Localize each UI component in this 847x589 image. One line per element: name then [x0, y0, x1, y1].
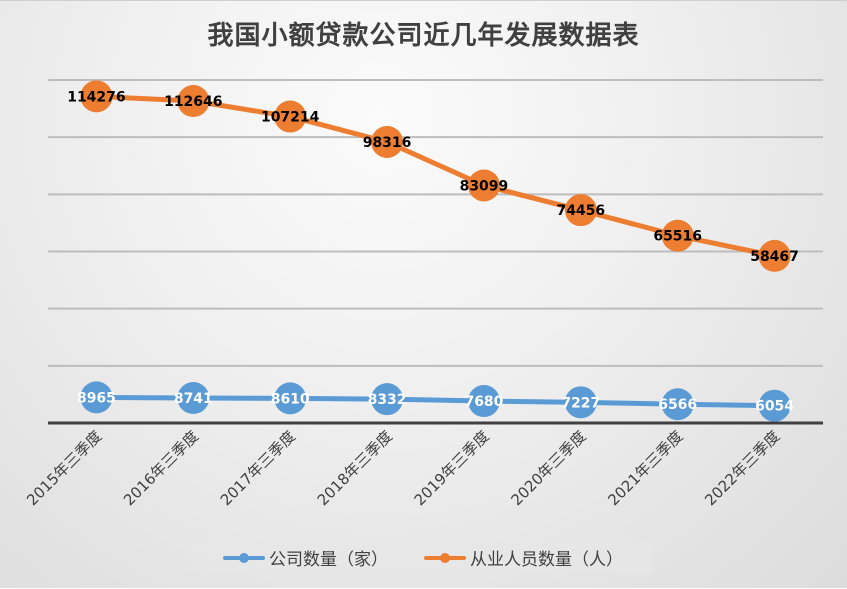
x-tick-label: 2020年三季度	[507, 427, 589, 509]
line-marker-icon	[223, 552, 265, 564]
legend-label: 公司数量（家）	[269, 550, 388, 570]
data-label: 83099	[460, 178, 509, 194]
data-label: 65516	[653, 229, 702, 245]
data-point-marker	[274, 100, 307, 133]
data-point-marker	[371, 383, 404, 416]
chart-legend: 公司数量（家） 从业人员数量（人）	[193, 541, 653, 574]
data-point-marker	[661, 388, 694, 421]
data-point-marker	[177, 382, 210, 415]
data-point-marker	[564, 386, 597, 419]
data-label: 7227	[561, 395, 600, 411]
line-marker-icon	[424, 552, 466, 564]
x-tick-label: 2016年三季度	[120, 427, 202, 509]
data-point-marker	[467, 169, 500, 202]
x-tick-label: 2018年三季度	[314, 427, 396, 509]
data-point-marker	[661, 219, 694, 252]
data-label: 74456	[556, 203, 605, 219]
chart-title: 我国小额贷款公司近几年发展数据表	[207, 21, 640, 51]
legend-item-employees: 从业人员数量（人）	[424, 545, 623, 570]
series-line	[93, 93, 778, 259]
data-point-marker	[564, 194, 597, 227]
data-label: 7680	[464, 394, 503, 410]
legend-label: 从业人员数量（人）	[470, 550, 623, 570]
series-line	[93, 394, 778, 409]
data-point-marker	[80, 381, 113, 414]
data-point-marker	[758, 389, 791, 422]
data-point-marker	[371, 125, 404, 158]
data-label: 112646	[164, 94, 222, 110]
data-label: 8332	[368, 392, 407, 408]
x-tick-label: 2021年三季度	[604, 427, 686, 509]
x-tick-label: 2019年三季度	[411, 427, 493, 509]
x-tick-label: 2022年三季度	[701, 427, 783, 509]
data-label: 6054	[755, 399, 794, 415]
data-point-marker	[758, 239, 791, 272]
data-label: 6566	[658, 397, 697, 413]
data-label: 58467	[750, 249, 799, 265]
data-label: 114276	[67, 89, 125, 105]
x-tick-label: 2017年三季度	[217, 427, 299, 509]
data-label: 8610	[271, 391, 310, 407]
x-tick-label: 2015年三季度	[23, 427, 105, 509]
data-label: 8741	[174, 391, 213, 407]
data-point-marker	[274, 382, 307, 415]
data-label: 98316	[363, 135, 412, 151]
data-label: 107214	[261, 110, 320, 126]
data-label: 8965	[77, 390, 116, 406]
data-point-marker	[467, 385, 500, 418]
legend-item-companies: 公司数量（家）	[223, 545, 388, 570]
data-point-marker	[177, 85, 210, 118]
data-point-marker	[80, 80, 113, 113]
